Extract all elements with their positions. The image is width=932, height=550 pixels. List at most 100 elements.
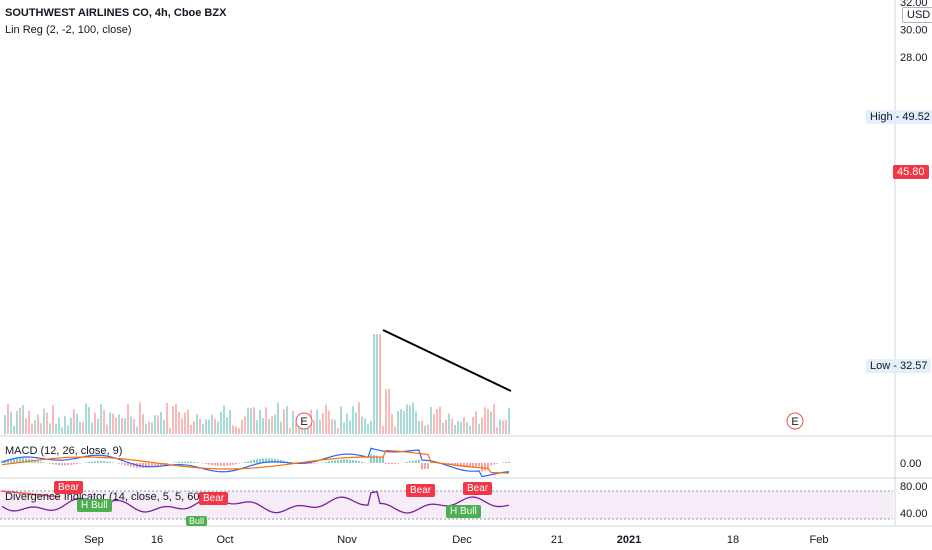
volume-bar [367, 423, 369, 434]
macd-histogram-bar [472, 463, 474, 468]
time-tick-label: Dec [452, 534, 472, 546]
macd-histogram-bar [385, 463, 387, 465]
volume-bar [379, 334, 381, 434]
volume-bar [295, 423, 297, 434]
volume-bar [226, 417, 228, 434]
hbull-tag: H Bull [77, 499, 112, 512]
macd-histogram-bar [40, 461, 42, 463]
macd-histogram-bar [397, 463, 399, 464]
volume-bar [154, 415, 156, 434]
volume-bar [118, 414, 120, 434]
volume-bar [343, 422, 345, 434]
volume-bar [388, 389, 390, 434]
volume-bar [505, 420, 507, 434]
macd-histogram-bar [280, 459, 282, 463]
volume-bar [196, 414, 198, 434]
macd-histogram-bar [85, 462, 87, 463]
rsi-tick-label: 80.00 [900, 481, 928, 493]
macd-line [1, 447, 510, 478]
volume-bar [232, 425, 234, 434]
volume-bar [91, 422, 93, 434]
volume-bar [496, 427, 498, 434]
macd-histogram-bar [334, 460, 336, 463]
macd-histogram-bar [247, 461, 249, 463]
volume-bar [238, 427, 240, 434]
volume-bar [7, 404, 9, 434]
macd-histogram-bar [382, 456, 384, 463]
volume-bar [427, 424, 429, 434]
macd-histogram-bar [328, 461, 330, 463]
bear-tag: Bear [406, 484, 436, 497]
macd-histogram-bar [127, 463, 129, 467]
earnings-marker-label: E [791, 416, 798, 428]
volume-bar [73, 409, 75, 434]
macd-histogram-bar [406, 462, 408, 463]
macd-histogram-bar [88, 461, 90, 463]
macd-histogram-bar [322, 462, 324, 463]
volume-bar [157, 415, 159, 434]
macd-histogram-bar [244, 461, 246, 463]
volume-bar [454, 424, 456, 434]
currency-badge[interactable]: USD [902, 7, 932, 23]
macd-histogram-bar [238, 463, 240, 464]
macd-histogram-bar [373, 454, 375, 463]
macd-histogram-bar [508, 461, 510, 463]
volume-bar [418, 421, 420, 434]
macd-histogram-bar [460, 463, 462, 467]
volume-bar [166, 403, 168, 434]
macd-histogram-bar [415, 460, 417, 463]
divergence-legend[interactable]: Divergence Indicator (14, close, 5, 5, 6… [5, 491, 216, 503]
volume-bar [382, 425, 384, 434]
time-tick-label: Feb [810, 534, 829, 546]
macd-histogram-bar [490, 463, 492, 466]
macd-histogram-bar [100, 460, 102, 463]
macd-histogram-bar [493, 463, 495, 465]
volume-bar [373, 334, 375, 434]
macd-histogram-bar [487, 463, 489, 471]
volume-bar [358, 402, 360, 434]
volume-bar [283, 409, 285, 434]
volume-bar [190, 424, 192, 434]
macd-histogram-bar [22, 458, 24, 463]
volume-bar [451, 418, 453, 434]
volume-bar [70, 417, 72, 434]
macd-histogram-bar [370, 454, 372, 463]
macd-histogram-bar [106, 461, 108, 463]
macd-histogram-bar [73, 463, 75, 465]
macd-histogram-bar [262, 458, 264, 463]
volume-bar [82, 422, 84, 434]
volume-bar [349, 420, 351, 434]
volume-bar [319, 419, 321, 434]
volume-bar [100, 404, 102, 434]
volume-bar [106, 424, 108, 434]
volume-bar [235, 426, 237, 434]
volume-bar [151, 422, 153, 434]
macd-histogram-bar [391, 463, 393, 465]
price-tick-label: 30.00 [900, 25, 928, 37]
macd-histogram-bar [307, 463, 309, 465]
volume-bar [253, 407, 255, 434]
volume-bar [31, 423, 33, 434]
volume-bar [487, 408, 489, 434]
symbol-title: SOUTHWEST AIRLINES CO, 4h, Cboe BZX [5, 7, 227, 19]
macd-histogram-bar [505, 462, 507, 463]
rsi-tick-label: 40.00 [900, 508, 928, 520]
macd-histogram-bar [484, 463, 486, 471]
macd-histogram-bar [76, 463, 78, 465]
time-tick-label: 18 [727, 534, 739, 546]
bear-tag: Bear [54, 481, 84, 494]
study-legend[interactable]: Lin Reg (2, -2, 100, close) [5, 24, 132, 36]
volume-bar [22, 405, 24, 434]
macd-histogram-bar [70, 463, 72, 465]
macd-histogram-bar [184, 461, 186, 463]
volume-bar [424, 425, 426, 434]
macd-histogram-bar [421, 463, 423, 470]
volume-bar [58, 417, 60, 434]
volume-bar [76, 414, 78, 434]
time-tick-label: Oct [216, 534, 233, 546]
time-tick-label: 21 [551, 534, 563, 546]
volume-bar [184, 412, 186, 434]
macd-histogram-bar [331, 460, 333, 463]
macd-legend[interactable]: MACD (12, 26, close, 9) [5, 445, 123, 457]
